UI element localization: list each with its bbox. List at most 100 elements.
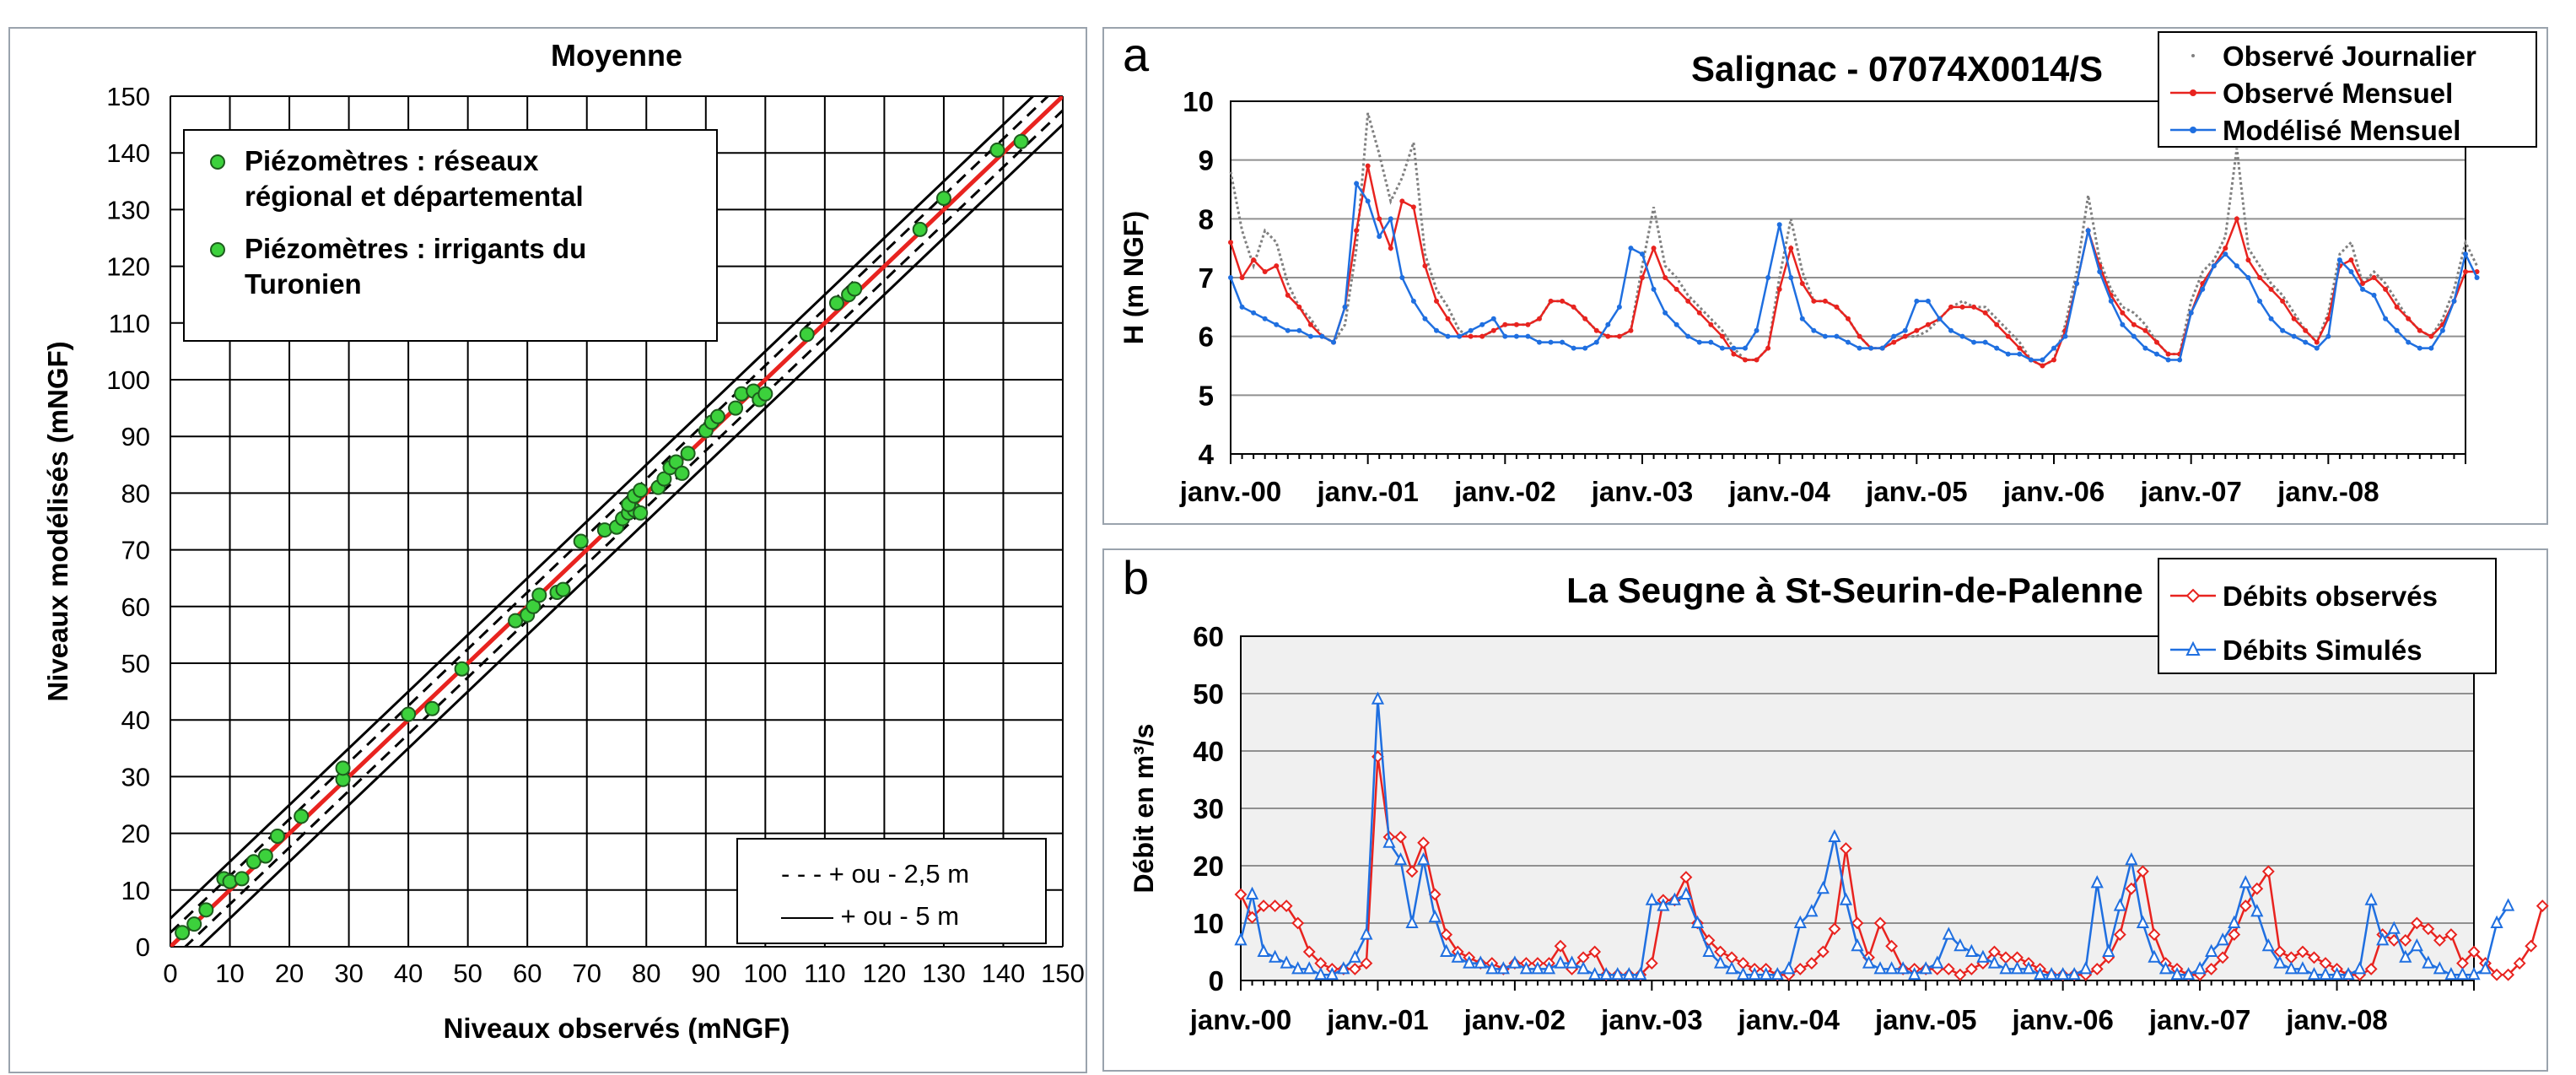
scatter-panel: Moyenne 0 10 20 30 40 50 60 70 80 90 100 110 120 130 14… xyxy=(8,27,1087,1073)
data-point xyxy=(269,828,285,844)
series-marker-1 xyxy=(2033,966,2047,980)
series-marker-1 xyxy=(1422,263,1428,269)
series-marker-1 xyxy=(2422,955,2435,969)
series-marker-0 xyxy=(1793,962,1807,975)
series-marker-1 xyxy=(1673,286,1679,292)
series-marker-1 xyxy=(2205,943,2218,957)
data-point xyxy=(508,613,524,629)
series-marker-1 xyxy=(1925,321,1931,327)
x-tick-label: janv.-05 xyxy=(1865,476,1967,507)
series-marker-2 xyxy=(1948,327,1954,333)
legend-label: régional et départemental xyxy=(245,181,584,212)
series-marker-0 xyxy=(2467,945,2481,959)
data-point xyxy=(573,533,589,549)
series-marker-1 xyxy=(1873,961,1887,975)
band-legend-label: - - - + ou - 2,5 m xyxy=(781,859,969,889)
series-marker-1 xyxy=(2406,316,2412,321)
series-marker-1 xyxy=(1737,966,1750,980)
series-marker-0 xyxy=(1360,957,1373,970)
series-marker-1 xyxy=(1354,228,1360,234)
series-marker-1 xyxy=(1816,880,1830,894)
x-tick-label: 90 xyxy=(692,959,720,988)
series-marker-1 xyxy=(1776,286,1782,292)
series-marker-1 xyxy=(1428,909,1442,923)
series-marker-1 xyxy=(2257,275,2262,280)
series-marker-1 xyxy=(2245,257,2251,263)
y-axis-title: Débit en m³/s xyxy=(1129,724,1159,894)
x-tick-label: 100 xyxy=(743,959,787,988)
series-marker-1 xyxy=(2348,257,2354,263)
series-marker-0 xyxy=(1840,842,1852,856)
data-point xyxy=(709,408,725,424)
series-marker-1 xyxy=(1388,246,1393,251)
legend-marker xyxy=(2191,54,2195,57)
y-tick-label: 5 xyxy=(1199,380,1214,411)
series-marker-1 xyxy=(2120,310,2126,316)
y-tick-label: 50 xyxy=(1193,678,1224,710)
y-tick-label: 40 xyxy=(121,705,150,735)
series-marker-2 xyxy=(1743,345,1748,351)
series-marker-1 xyxy=(2444,966,2458,980)
series-marker-0 xyxy=(1964,962,1978,975)
series-marker-1 xyxy=(1257,943,1270,957)
series-marker-1 xyxy=(2314,339,2320,345)
y-tick-label: 80 xyxy=(121,478,150,508)
series-marker-1 xyxy=(2113,898,2126,911)
panel-a: a Salignac - 07074X0014/S 4 5 6 7 8 9 10 janv.-00… xyxy=(1102,27,2548,525)
series-marker-1 xyxy=(1405,915,1419,928)
series-marker-2 xyxy=(1445,333,1451,339)
series-marker-1 xyxy=(1239,275,1245,280)
series-marker-1 xyxy=(2193,961,2207,975)
series-marker-2 xyxy=(1479,321,1485,327)
series-marker-1 xyxy=(1919,961,1932,975)
series-marker-2 xyxy=(2348,269,2354,275)
series-marker-1 xyxy=(2325,316,2331,321)
series-marker-1 xyxy=(1770,966,1784,980)
series-marker-1 xyxy=(2284,961,2298,975)
series-marker-2 xyxy=(2062,333,2068,339)
series-marker-1 xyxy=(1685,298,1691,304)
series-marker-2 xyxy=(2142,345,2148,351)
series-marker-1 xyxy=(2291,316,2297,321)
y-tick-label: 30 xyxy=(1193,793,1224,824)
series-marker-1 xyxy=(1382,835,1396,848)
series-marker-2 xyxy=(1285,327,1291,333)
series-marker-2 xyxy=(2040,357,2045,363)
series-marker-1 xyxy=(1754,357,1760,363)
series-marker-1 xyxy=(1702,943,1716,957)
series-marker-1 xyxy=(2090,875,2104,889)
series-marker-0 xyxy=(1554,939,1567,953)
series-marker-0 xyxy=(2261,865,2275,878)
series-marker-1 xyxy=(2455,966,2470,980)
data-point xyxy=(401,706,417,722)
series-marker-1 xyxy=(2303,327,2309,333)
series-marker-0 xyxy=(1417,836,1431,850)
series-marker-2 xyxy=(1765,275,1771,280)
series-marker-1 xyxy=(1743,357,1748,363)
series-marker-1 xyxy=(2148,949,2161,963)
series-marker-1 xyxy=(1234,932,1248,946)
series-marker-1 xyxy=(1302,961,1316,975)
y-tick-label: 30 xyxy=(121,762,150,791)
series-marker-2 xyxy=(1719,345,1725,351)
series-marker-2 xyxy=(1582,345,1588,351)
series-marker-0 xyxy=(1954,968,1967,981)
series-marker-1 xyxy=(1445,316,1451,321)
series-marker-1 xyxy=(1479,333,1485,339)
x-tick-label: janv.-02 xyxy=(1463,1004,1566,1035)
series-marker-0 xyxy=(2433,933,2446,947)
series-marker-2 xyxy=(1822,333,1828,339)
series-marker-2 xyxy=(1239,304,1245,310)
series-marker-1 xyxy=(2410,937,2423,952)
series-marker-2 xyxy=(2120,321,2126,327)
series-marker-1 xyxy=(1788,246,1794,251)
series-marker-1 xyxy=(1971,304,1977,310)
series-marker-2 xyxy=(1377,234,1382,240)
data-point xyxy=(847,281,863,297)
series-marker-0 xyxy=(1257,899,1270,913)
series-marker-1 xyxy=(1434,298,1439,304)
series-marker-1 xyxy=(2463,269,2468,275)
series-marker-1 xyxy=(1862,955,1876,969)
series-marker-1 xyxy=(2181,966,2196,980)
data-point xyxy=(680,446,696,462)
